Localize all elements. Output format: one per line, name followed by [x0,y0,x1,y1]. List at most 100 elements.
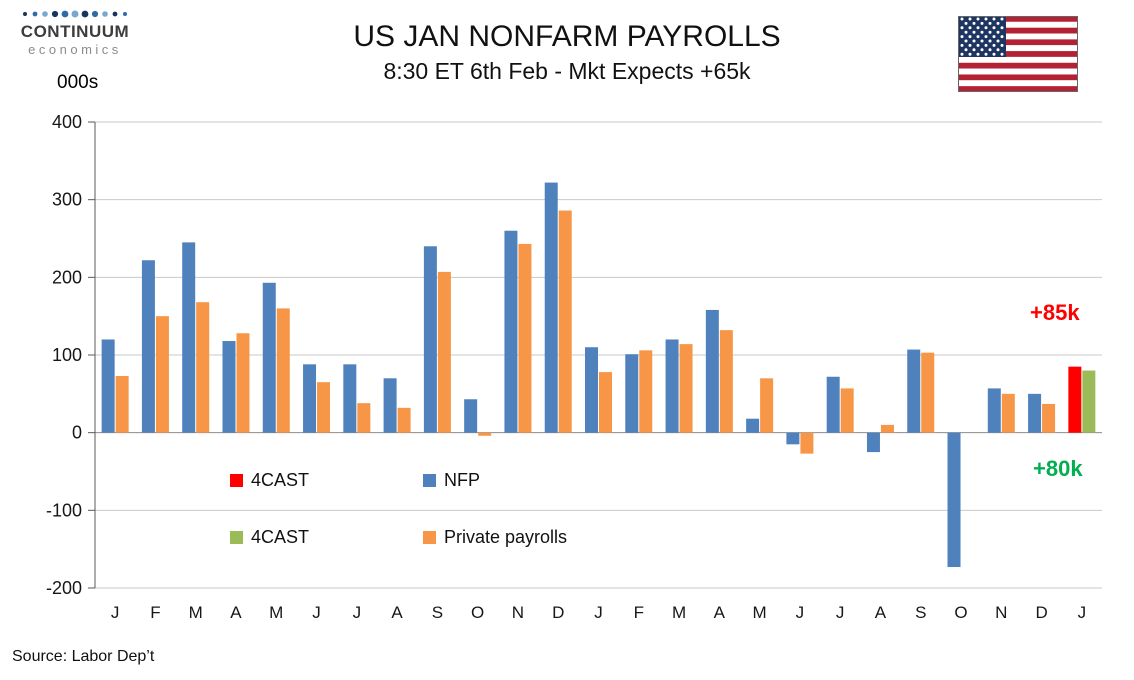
bar-nfp [987,388,1001,433]
bar-nfp [1028,393,1042,433]
logo-dots-icon [23,10,127,18]
forecast-bar-private-payrolls [1082,370,1096,433]
bar-private-payrolls [155,316,169,433]
logo-economics-text: economics [28,42,122,57]
bar-nfp [826,376,840,433]
bar-private-payrolls [558,210,572,433]
legend-label: Private payrolls [444,527,568,547]
y-tick-label: 400 [52,112,82,132]
bar-nfp [423,246,437,433]
bar-nfp [262,282,276,433]
x-tick-label: M [269,603,283,622]
continuum-logo: CONTINUUM economics [8,6,142,57]
bar-private-payrolls [276,308,290,433]
x-tick-label: M [189,603,203,622]
y-tick-label: 300 [52,190,82,210]
bar-private-payrolls [478,432,492,436]
bar-nfp [383,378,397,433]
bar-nfp [585,347,598,433]
axis-units-label: 000s [57,72,99,93]
bar-nfp [182,242,196,433]
y-tick-label: 0 [72,423,82,443]
bar-private-payrolls [840,388,854,433]
legend-item-4cast-nfp: 4CAST [230,470,309,491]
legend-swatch-red [230,474,243,487]
bar-nfp [665,339,679,433]
chart-title: US JAN NONFARM PAYROLLS [353,20,781,53]
y-tick-label: 100 [52,345,82,365]
bar-nfp [786,432,800,445]
y-tick-label: 200 [52,267,82,287]
bar-private-payrolls [760,378,774,433]
x-tick-label: D [1035,603,1047,622]
bar-private-payrolls [880,424,894,433]
x-tick-label: M [672,603,686,622]
x-tick-label: S [915,603,926,622]
bar-nfp [947,432,961,568]
x-tick-label: O [471,603,484,622]
legend-swatch-green [230,531,243,544]
bar-private-payrolls [1001,393,1015,433]
legend-item-private-payrolls: Private payrolls [423,527,567,548]
y-tick-label: -100 [46,500,82,520]
x-tick-label: M [753,603,767,622]
forecast-bar-nfp [1068,366,1082,433]
x-tick-label: J [796,603,805,622]
private-forecast-annotation: +80k [1033,456,1083,481]
bar-private-payrolls [236,333,250,433]
x-tick-label: N [512,603,524,622]
bar-nfp [504,230,518,433]
bar-private-payrolls [437,271,451,433]
x-tick-label: S [432,603,443,622]
x-tick-label: A [391,603,403,622]
bar-private-payrolls [317,382,331,433]
bar-nfp [866,432,880,453]
bar-private-payrolls [639,350,653,433]
bar-nfp [303,364,317,433]
bar-nfp [464,399,478,433]
x-tick-label: A [875,603,887,622]
x-tick-label: J [1078,603,1087,622]
bar-nfp [101,339,115,433]
bar-nfp [705,309,719,433]
bar-private-payrolls [800,432,814,454]
x-tick-label: J [594,603,603,622]
bar-private-payrolls [115,375,129,433]
bar-private-payrolls [196,302,210,433]
x-tick-label: J [111,603,120,622]
x-tick-label: F [150,603,160,622]
x-tick-label: J [353,603,362,622]
bar-nfp [746,418,760,433]
bar-nfp [625,354,639,433]
bar-private-payrolls [719,330,733,433]
x-tick-label: J [836,603,845,622]
bar-private-payrolls [1042,403,1056,433]
x-tick-label: F [634,603,644,622]
bar-nfp [907,349,921,433]
y-tick-label: -200 [46,578,82,598]
source-note: Source: Labor Dep’t [12,648,155,665]
legend-item-nfp: NFP [423,470,480,491]
legend-label: 4CAST [251,470,310,490]
x-tick-label: O [954,603,967,622]
bar-nfp [343,364,357,433]
bar-private-payrolls [357,403,371,433]
chart-subtitle: 8:30 ET 6th Feb - Mkt Expects +65k [383,58,751,84]
bar-private-payrolls [679,344,693,433]
nfp-forecast-annotation: +85k [1030,300,1080,325]
bar-nfp [544,182,558,433]
logo-continuum-text: CONTINUUM [20,22,130,41]
bar-private-payrolls [599,372,612,433]
bar-nfp [222,341,236,433]
x-tick-label: A [714,603,726,622]
us-flag-icon [958,16,1078,92]
bar-private-payrolls [518,243,532,433]
bar-private-payrolls [921,352,935,433]
x-tick-label: D [552,603,564,622]
x-tick-label: N [995,603,1007,622]
legend-swatch-orange [423,531,436,544]
x-tick-label: A [230,603,242,622]
legend-label: 4CAST [251,527,310,547]
